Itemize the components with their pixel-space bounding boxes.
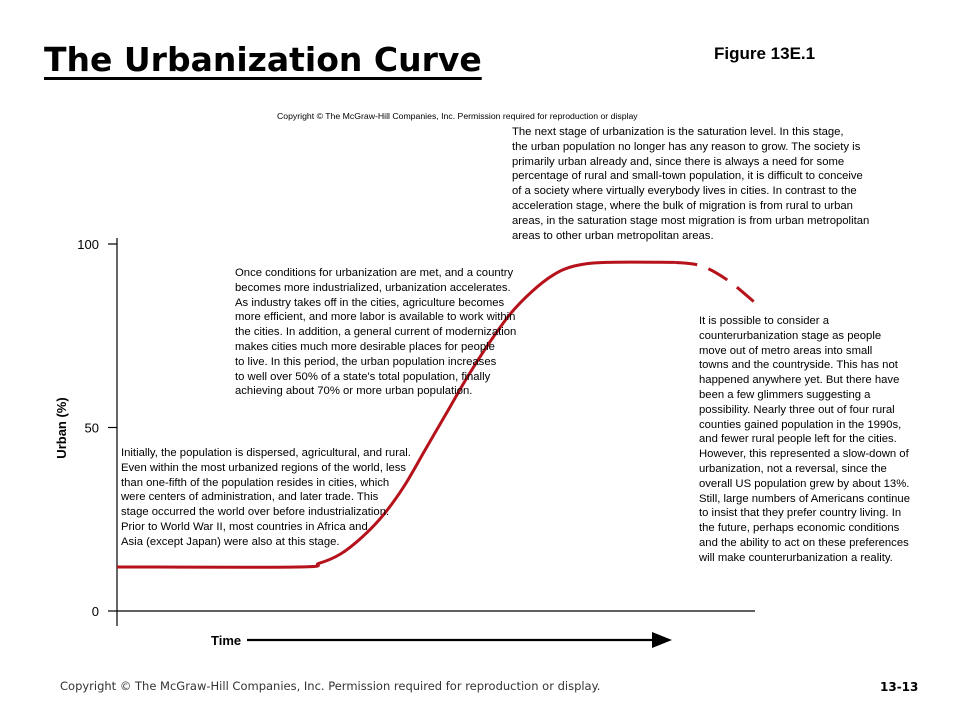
annotation-line: the cities. In addition, a general curre… — [235, 326, 517, 339]
annotation-line: were centers of administration, and late… — [121, 491, 379, 504]
annotation-line: been a few glimmers suggesting a — [699, 388, 871, 401]
annotation-line: It is possible to consider a — [699, 315, 829, 327]
time-arrow-head — [652, 632, 672, 648]
figure-label: Figure 13E.1 — [714, 44, 816, 63]
slide-title: The Urbanization Curve — [44, 40, 482, 79]
annotation-line: Once conditions for urbanization are met… — [235, 267, 514, 279]
annotation-line: areas to other urban metropolitan areas. — [512, 229, 714, 242]
annotation-line: Still, large numbers of Americans contin… — [699, 492, 910, 505]
y-tick-label: 50 — [85, 421, 99, 436]
annotation-line: than one-fifth of the population resides… — [121, 476, 390, 489]
slide-number: 13-13 — [880, 680, 919, 694]
initial-stage-annotation: Initially, the population is dispersed, … — [121, 446, 441, 550]
annotation-line: Prior to World War II, most countries in… — [121, 520, 368, 533]
annotation-line: The next stage of urbanization is the sa… — [512, 126, 844, 138]
annotation-line: the urban population no longer has any r… — [512, 140, 861, 153]
annotation-line: possibility. Nearly three out of four ru… — [699, 403, 895, 416]
y-tick-label: 0 — [92, 604, 99, 619]
annotation-line: acceleration stage, where the bulk of mi… — [512, 199, 853, 212]
annotation-line: happened anywhere yet. But there have — [699, 374, 900, 387]
counterurbanization-dashed-line — [675, 260, 756, 304]
y-tick-label: 100 — [77, 237, 99, 252]
urbanization-curve-line — [116, 260, 676, 569]
annotation-line: achieving about 70% or more urban popula… — [235, 385, 473, 398]
footer-copyright: Copyright © The McGraw-Hill Companies, I… — [60, 679, 601, 693]
annotation-line: towns and the countryside. This has not — [699, 359, 898, 372]
y-axis-label: Urban (%) — [54, 397, 69, 458]
annotation-line: to well over 50% of a state's total popu… — [235, 370, 491, 383]
annotation-line: and fewer rural people left for the citi… — [699, 433, 897, 446]
counterurbanization-annotation: It is possible to consider a counterurban… — [699, 314, 931, 566]
annotation-line: makes cities much more desirable places … — [235, 340, 495, 353]
annotation-line: overall US population grew by about 13%. — [699, 477, 910, 490]
annotation-line: counterurbanization stage as people — [699, 329, 882, 342]
annotation-line: Asia (except Japan) were also at this st… — [121, 535, 340, 548]
annotation-line: the future, perhaps economic conditions — [699, 522, 900, 535]
annotation-line: will make counterurbanization a reality. — [699, 551, 893, 564]
annotation-line: of a society where virtually everybody l… — [512, 185, 857, 198]
annotation-line: urbanization, not a reversal, since the — [699, 462, 887, 475]
annotation-line: However, this represented a slow-down of — [699, 448, 909, 461]
annotation-line: primarily urban already and, since there… — [512, 155, 845, 168]
figure-copyright: Copyright © The McGraw-Hill Companies, I… — [277, 111, 638, 121]
annotation-line: to live. In this period, the urban popul… — [235, 355, 497, 368]
annotation-line: more efficient, and more labor is availa… — [235, 311, 516, 324]
x-axis-label: Time — [211, 633, 241, 648]
saturation-annotation: The next stage of urbanization is the sa… — [512, 125, 892, 243]
annotation-line: stage occurred the world over before ind… — [121, 506, 390, 519]
annotation-line: Initially, the population is dispersed, … — [121, 447, 411, 459]
acceleration-annotation: Once conditions for urbanization are met… — [235, 266, 535, 399]
annotation-line: to insist that they prefer country livin… — [699, 507, 902, 520]
annotation-line: As industry takes off in the cities, agr… — [235, 296, 505, 309]
annotation-line: move out of metro areas into small — [699, 344, 873, 357]
annotation-line: becomes more industrialized, urbanizatio… — [235, 281, 511, 294]
annotation-line: counties gained population in the 1990s, — [699, 418, 902, 431]
annotation-line: Even within the most urbanized regions o… — [121, 461, 407, 474]
annotation-line: areas, in the saturation stage most migr… — [512, 214, 870, 227]
annotation-line: and the ability to act on these preferen… — [699, 536, 909, 549]
annotation-line: percentage of rural and small-town popul… — [512, 170, 863, 183]
